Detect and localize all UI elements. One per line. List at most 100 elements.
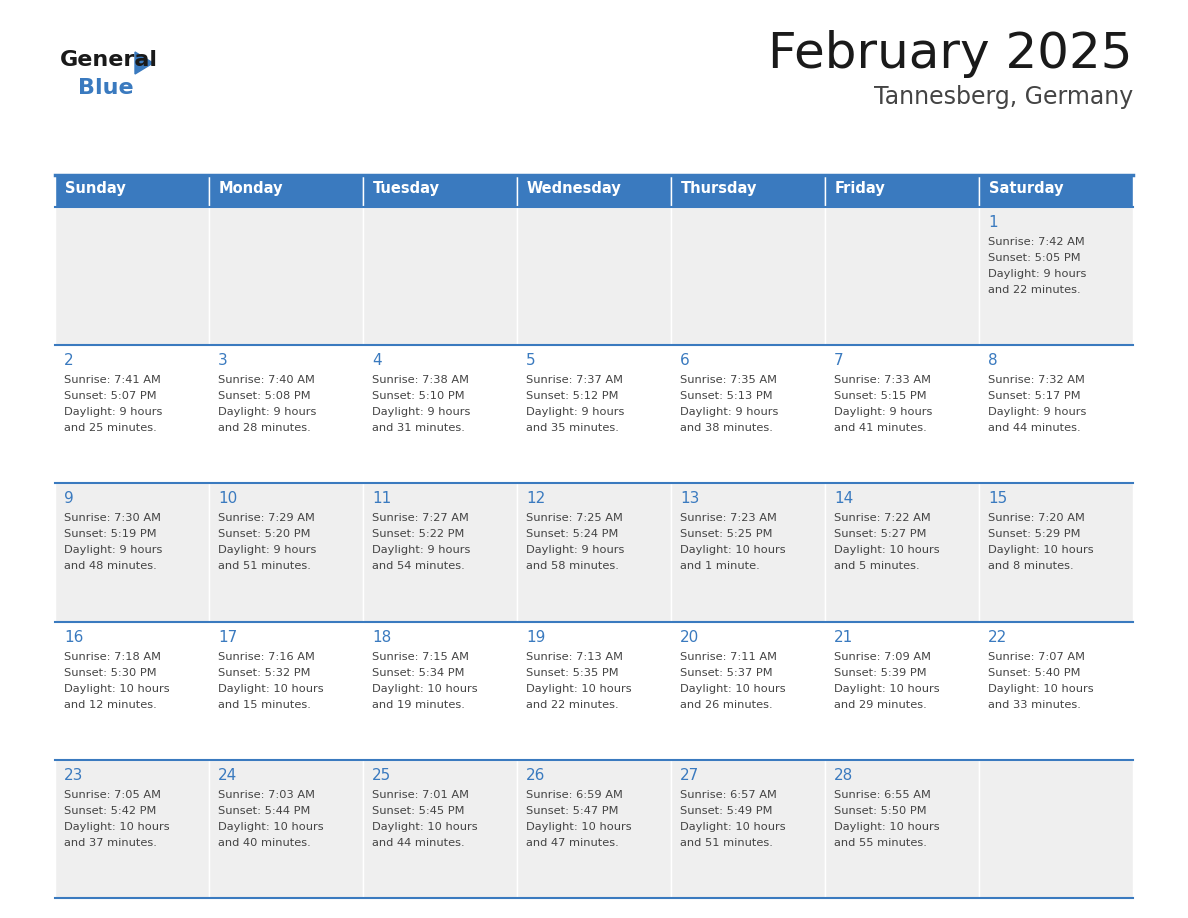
Text: Sunset: 5:35 PM: Sunset: 5:35 PM xyxy=(526,667,619,677)
Text: Sunrise: 7:25 AM: Sunrise: 7:25 AM xyxy=(526,513,623,523)
Text: 22: 22 xyxy=(988,630,1007,644)
Text: Daylight: 10 hours: Daylight: 10 hours xyxy=(988,545,1094,555)
Text: 6: 6 xyxy=(680,353,690,368)
Text: 19: 19 xyxy=(526,630,545,644)
Text: and 1 minute.: and 1 minute. xyxy=(680,562,760,571)
Text: Sunset: 5:25 PM: Sunset: 5:25 PM xyxy=(680,530,772,540)
Text: Sunrise: 7:23 AM: Sunrise: 7:23 AM xyxy=(680,513,777,523)
Text: and 22 minutes.: and 22 minutes. xyxy=(988,285,1081,295)
Text: and 29 minutes.: and 29 minutes. xyxy=(834,700,927,710)
Text: Monday: Monday xyxy=(219,181,284,196)
Text: Daylight: 10 hours: Daylight: 10 hours xyxy=(988,684,1094,694)
Text: 21: 21 xyxy=(834,630,853,644)
Text: General: General xyxy=(61,50,158,70)
Text: Sunset: 5:40 PM: Sunset: 5:40 PM xyxy=(988,667,1081,677)
Text: 23: 23 xyxy=(64,767,83,783)
Text: 8: 8 xyxy=(988,353,998,368)
Text: Sunset: 5:47 PM: Sunset: 5:47 PM xyxy=(526,806,619,816)
Text: Sunset: 5:07 PM: Sunset: 5:07 PM xyxy=(64,391,157,401)
Text: Sunset: 5:42 PM: Sunset: 5:42 PM xyxy=(64,806,157,816)
Text: 17: 17 xyxy=(219,630,238,644)
Text: Sunset: 5:37 PM: Sunset: 5:37 PM xyxy=(680,667,772,677)
Text: and 44 minutes.: and 44 minutes. xyxy=(988,423,1081,433)
Text: Sunrise: 7:40 AM: Sunrise: 7:40 AM xyxy=(219,375,315,386)
Text: Daylight: 9 hours: Daylight: 9 hours xyxy=(219,545,316,555)
Text: and 28 minutes.: and 28 minutes. xyxy=(219,423,311,433)
Text: Sunrise: 7:05 AM: Sunrise: 7:05 AM xyxy=(64,789,162,800)
Text: Saturday: Saturday xyxy=(988,181,1063,196)
Text: and 40 minutes.: and 40 minutes. xyxy=(219,838,311,848)
Text: Daylight: 9 hours: Daylight: 9 hours xyxy=(988,408,1086,417)
Text: Sunrise: 7:35 AM: Sunrise: 7:35 AM xyxy=(680,375,777,386)
Text: 2: 2 xyxy=(64,353,74,368)
Text: Sunrise: 7:38 AM: Sunrise: 7:38 AM xyxy=(372,375,469,386)
Text: Daylight: 10 hours: Daylight: 10 hours xyxy=(834,822,940,832)
Text: Daylight: 9 hours: Daylight: 9 hours xyxy=(372,408,470,417)
Text: Sunrise: 6:59 AM: Sunrise: 6:59 AM xyxy=(526,789,623,800)
Text: Sunset: 5:30 PM: Sunset: 5:30 PM xyxy=(64,667,157,677)
Text: Sunset: 5:15 PM: Sunset: 5:15 PM xyxy=(834,391,927,401)
Text: Sunset: 5:34 PM: Sunset: 5:34 PM xyxy=(372,667,465,677)
Text: 14: 14 xyxy=(834,491,853,507)
Text: Daylight: 9 hours: Daylight: 9 hours xyxy=(219,408,316,417)
Text: Sunrise: 7:27 AM: Sunrise: 7:27 AM xyxy=(372,513,469,523)
Text: 20: 20 xyxy=(680,630,700,644)
Text: Sunset: 5:12 PM: Sunset: 5:12 PM xyxy=(526,391,619,401)
Text: Sunset: 5:27 PM: Sunset: 5:27 PM xyxy=(834,530,927,540)
Text: Sunrise: 7:33 AM: Sunrise: 7:33 AM xyxy=(834,375,931,386)
Text: Daylight: 9 hours: Daylight: 9 hours xyxy=(680,408,778,417)
Text: 28: 28 xyxy=(834,767,853,783)
Text: 24: 24 xyxy=(219,767,238,783)
Text: Daylight: 10 hours: Daylight: 10 hours xyxy=(526,822,632,832)
Text: Sunset: 5:20 PM: Sunset: 5:20 PM xyxy=(219,530,310,540)
Text: Sunset: 5:45 PM: Sunset: 5:45 PM xyxy=(372,806,465,816)
Text: Daylight: 9 hours: Daylight: 9 hours xyxy=(372,545,470,555)
Text: Sunset: 5:10 PM: Sunset: 5:10 PM xyxy=(372,391,465,401)
Text: Daylight: 10 hours: Daylight: 10 hours xyxy=(219,822,323,832)
Text: Thursday: Thursday xyxy=(681,181,758,196)
Text: 26: 26 xyxy=(526,767,545,783)
Text: Daylight: 9 hours: Daylight: 9 hours xyxy=(64,545,163,555)
Text: Sunrise: 7:20 AM: Sunrise: 7:20 AM xyxy=(988,513,1085,523)
Text: Sunset: 5:44 PM: Sunset: 5:44 PM xyxy=(219,806,310,816)
Text: and 22 minutes.: and 22 minutes. xyxy=(526,700,619,710)
Text: and 37 minutes.: and 37 minutes. xyxy=(64,838,157,848)
Text: Sunrise: 7:13 AM: Sunrise: 7:13 AM xyxy=(526,652,623,662)
Text: Daylight: 10 hours: Daylight: 10 hours xyxy=(372,822,478,832)
Text: Daylight: 10 hours: Daylight: 10 hours xyxy=(680,684,785,694)
Text: and 44 minutes.: and 44 minutes. xyxy=(372,838,465,848)
Text: and 31 minutes.: and 31 minutes. xyxy=(372,423,465,433)
Text: Sunrise: 7:16 AM: Sunrise: 7:16 AM xyxy=(219,652,315,662)
Text: Daylight: 10 hours: Daylight: 10 hours xyxy=(64,684,170,694)
Text: Sunset: 5:49 PM: Sunset: 5:49 PM xyxy=(680,806,772,816)
Text: Sunrise: 7:29 AM: Sunrise: 7:29 AM xyxy=(219,513,315,523)
Text: Sunset: 5:39 PM: Sunset: 5:39 PM xyxy=(834,667,927,677)
Text: Friday: Friday xyxy=(835,181,886,196)
Text: 15: 15 xyxy=(988,491,1007,507)
Text: and 33 minutes.: and 33 minutes. xyxy=(988,700,1081,710)
Text: Sunset: 5:05 PM: Sunset: 5:05 PM xyxy=(988,253,1081,263)
Text: and 47 minutes.: and 47 minutes. xyxy=(526,838,619,848)
Text: 13: 13 xyxy=(680,491,700,507)
Text: Blue: Blue xyxy=(78,78,133,98)
Text: Sunrise: 7:32 AM: Sunrise: 7:32 AM xyxy=(988,375,1085,386)
Text: Sunset: 5:32 PM: Sunset: 5:32 PM xyxy=(219,667,310,677)
Text: Sunset: 5:50 PM: Sunset: 5:50 PM xyxy=(834,806,927,816)
Text: 18: 18 xyxy=(372,630,391,644)
Text: 27: 27 xyxy=(680,767,700,783)
Text: 11: 11 xyxy=(372,491,391,507)
Text: Sunrise: 7:11 AM: Sunrise: 7:11 AM xyxy=(680,652,777,662)
Text: Sunday: Sunday xyxy=(65,181,126,196)
Text: 7: 7 xyxy=(834,353,843,368)
Text: Daylight: 10 hours: Daylight: 10 hours xyxy=(680,545,785,555)
Text: Sunset: 5:17 PM: Sunset: 5:17 PM xyxy=(988,391,1081,401)
Text: Daylight: 10 hours: Daylight: 10 hours xyxy=(64,822,170,832)
Text: Wednesday: Wednesday xyxy=(527,181,621,196)
Text: February 2025: February 2025 xyxy=(769,30,1133,78)
Text: Sunset: 5:13 PM: Sunset: 5:13 PM xyxy=(680,391,772,401)
Text: Sunset: 5:19 PM: Sunset: 5:19 PM xyxy=(64,530,157,540)
Text: Sunrise: 6:55 AM: Sunrise: 6:55 AM xyxy=(834,789,931,800)
Text: Sunrise: 7:09 AM: Sunrise: 7:09 AM xyxy=(834,652,931,662)
Text: 4: 4 xyxy=(372,353,381,368)
Text: 10: 10 xyxy=(219,491,238,507)
